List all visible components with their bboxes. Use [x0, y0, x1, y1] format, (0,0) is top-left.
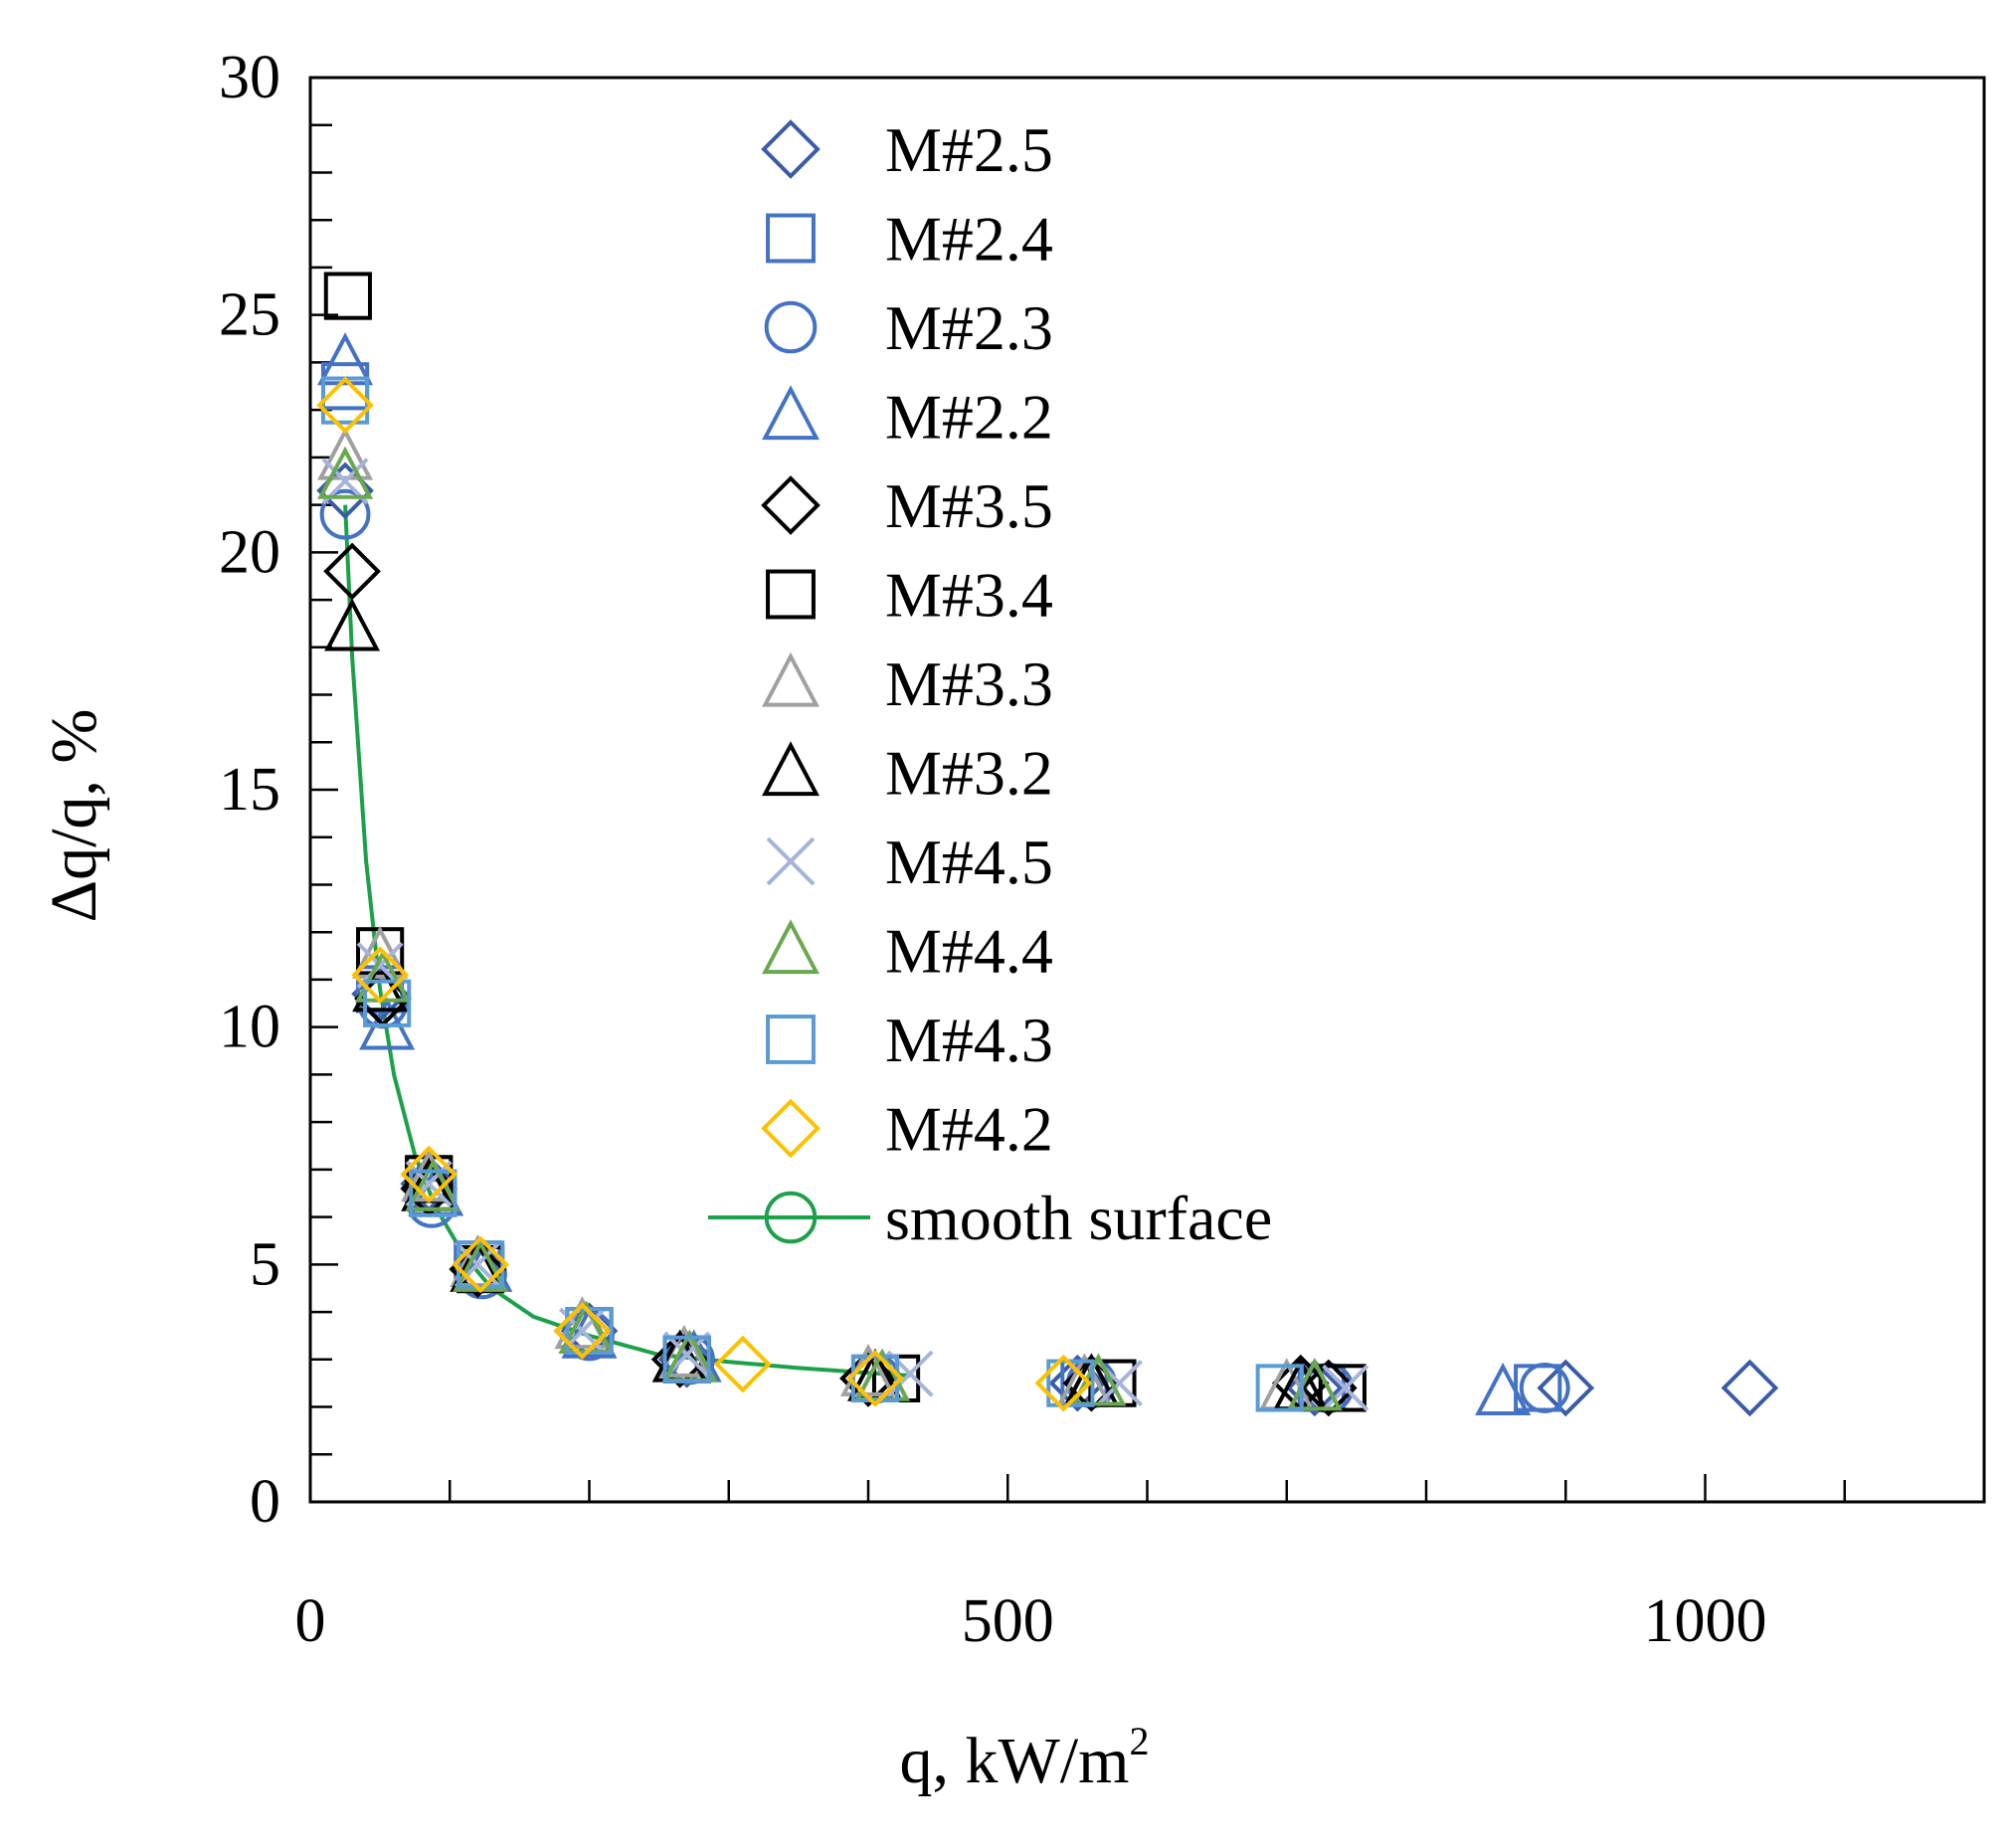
legend-label: M#4.2: [885, 1094, 1053, 1165]
legend-label: M#2.3: [885, 292, 1053, 363]
smooth-surface-line: [343, 504, 911, 1378]
legend-item: smooth surface: [708, 1183, 1272, 1253]
legend-marker: [766, 569, 816, 620]
legend-label: M#4.5: [885, 827, 1053, 897]
legend-item: M#2.3: [764, 292, 1053, 363]
y-axis-title: Δq/q, %: [38, 709, 110, 923]
x-marker-stroke: [1322, 1364, 1369, 1411]
series-m-4-2: [316, 376, 1093, 1412]
y-tick-label: 10: [219, 994, 280, 1061]
legend-item: M#4.5: [766, 827, 1053, 897]
legend-marker: [762, 651, 820, 707]
data-point: [319, 488, 371, 540]
data-point: [553, 1302, 612, 1360]
legend-label: M#2.5: [885, 114, 1053, 185]
data-point: [317, 427, 374, 480]
legend-label: M#3.5: [885, 470, 1053, 541]
legend: M#2.5 M#2.4 M#2.3 M#2.2 M#3.5 M#3.4 M#3.3 M#3.2…: [708, 114, 1272, 1253]
y-axis: 0 5 10 15 20 25 30: [219, 44, 338, 1536]
legend-item: M#2.4: [766, 204, 1053, 275]
legend-marker: [761, 475, 821, 535]
x-axis: 0 500 1000: [295, 1474, 1846, 1655]
legend-marker: [766, 213, 816, 264]
legend-label: M#2.4: [885, 204, 1053, 275]
legend-item: M#2.5: [761, 114, 1053, 185]
data-point: [662, 1335, 711, 1384]
legend-item: M#3.3: [762, 648, 1053, 719]
y-tick-label: 15: [219, 756, 280, 824]
data-point: [846, 1350, 904, 1407]
x-tick-label: 500: [962, 1587, 1054, 1655]
data-point: [316, 376, 374, 435]
x-axis-title: q, kW/m2: [900, 1719, 1150, 1797]
data-point: [1322, 1364, 1369, 1411]
legend-marker: [762, 741, 820, 797]
legend-item: M#2.2: [762, 382, 1053, 453]
y-tick-label: 20: [219, 518, 280, 586]
legend-marker: [766, 836, 816, 886]
data-point: [1034, 1354, 1093, 1412]
legend-label: M#3.2: [885, 738, 1053, 809]
series-m-4-5: [321, 458, 1369, 1411]
legend-label: M#3.4: [885, 560, 1053, 631]
data-point: [1519, 1363, 1570, 1413]
data-point: [351, 946, 409, 1004]
smooth-surface-curve: [343, 504, 911, 1378]
legend-marker: [764, 1191, 818, 1244]
y-tick-label: 0: [250, 1468, 280, 1536]
legend-item: M#3.2: [762, 738, 1053, 809]
legend-marker: [764, 300, 818, 354]
data-point: [565, 1307, 614, 1356]
data-point: [1721, 1359, 1779, 1417]
y-tick-label: 5: [250, 1230, 280, 1298]
data-point: [452, 1235, 509, 1294]
data-point: [1046, 1359, 1095, 1407]
legend-item: M#3.5: [761, 470, 1053, 541]
legend-label: M#4.3: [885, 1005, 1053, 1075]
data-point: [324, 598, 381, 651]
data-point: [317, 446, 374, 499]
data-point: [1255, 1364, 1304, 1412]
legend-marker: [761, 1098, 821, 1159]
data-point: [1318, 1364, 1367, 1412]
legend-item: M#3.4: [766, 560, 1053, 631]
plot-area: [308, 76, 1986, 1504]
legend-marker: [761, 119, 821, 179]
legend-item: M#4.2: [761, 1094, 1053, 1165]
x-tick-label: 1000: [1644, 1587, 1767, 1655]
legend-item: M#4.4: [762, 916, 1053, 987]
data-point: [323, 542, 381, 601]
data-point: [320, 362, 370, 411]
y-tick-label: 30: [219, 44, 280, 111]
legend-label: M#2.2: [885, 382, 1053, 453]
legend-marker: [762, 385, 820, 441]
legend-label: smooth surface: [885, 1183, 1272, 1253]
data-point: [456, 1240, 505, 1289]
data-point: [363, 979, 412, 1027]
legend-label: M#3.3: [885, 648, 1053, 719]
data-point: [850, 1354, 900, 1402]
data-point: [1475, 1362, 1532, 1416]
data-point: [323, 272, 372, 320]
x-marker-stroke: [766, 836, 816, 886]
data-markers: [316, 272, 1779, 1417]
data-point: [1537, 1359, 1595, 1417]
data-point: [409, 1169, 457, 1217]
legend-marker: [766, 1015, 816, 1064]
x-tick-label: 0: [295, 1587, 326, 1655]
legend-label: M#4.4: [885, 916, 1053, 987]
x-marker-stroke: [1095, 1360, 1143, 1407]
data-point: [317, 332, 374, 386]
series-m-4-3: [320, 376, 1304, 1412]
plot-border: [308, 76, 1986, 1504]
y-tick-label: 25: [219, 281, 280, 349]
data-point: [400, 1145, 458, 1203]
legend-item: M#4.3: [766, 1005, 1053, 1075]
legend-marker: [762, 919, 820, 975]
data-point: [713, 1335, 772, 1393]
